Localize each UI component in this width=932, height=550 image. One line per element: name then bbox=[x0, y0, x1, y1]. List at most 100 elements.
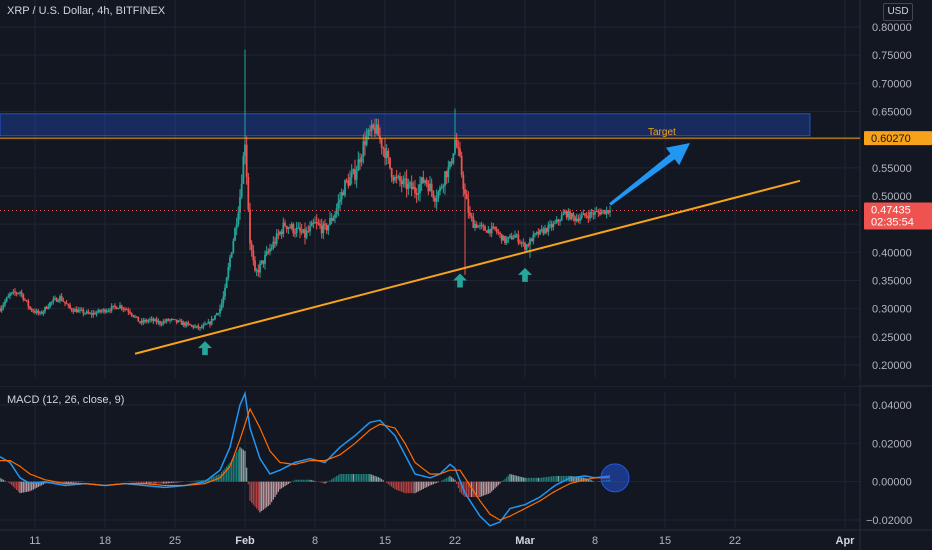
candle-body bbox=[355, 170, 358, 180]
candle-body bbox=[192, 325, 195, 328]
candle-body bbox=[77, 310, 80, 313]
macd-top-mask bbox=[0, 380, 860, 386]
candle-body bbox=[577, 218, 580, 221]
candle-body bbox=[419, 184, 421, 194]
candle-body bbox=[494, 226, 496, 229]
candle-body bbox=[54, 298, 56, 300]
candle-body bbox=[159, 321, 161, 325]
time-tick-label: 11 bbox=[29, 535, 40, 547]
support-trendline bbox=[134, 179, 801, 355]
price-tick-label: 0.40000 bbox=[872, 247, 912, 259]
candle-body bbox=[447, 167, 450, 178]
candle-body bbox=[574, 216, 576, 222]
candle-body bbox=[525, 244, 528, 250]
candle-body bbox=[594, 211, 596, 215]
candle-body bbox=[17, 293, 20, 295]
candle-body bbox=[362, 141, 365, 157]
candle-body bbox=[464, 189, 466, 195]
candle-body bbox=[15, 292, 18, 294]
candle-body bbox=[562, 213, 565, 216]
candle-body bbox=[595, 211, 598, 213]
candle-body bbox=[364, 141, 366, 145]
candle-body bbox=[305, 231, 308, 238]
candle-body bbox=[450, 161, 453, 164]
currency-button[interactable]: USD bbox=[883, 3, 913, 21]
candle-body bbox=[512, 237, 515, 240]
candle-body bbox=[44, 306, 46, 312]
candle-body bbox=[437, 191, 440, 199]
candle-body bbox=[529, 238, 531, 245]
candle-body bbox=[155, 319, 158, 323]
candle-body bbox=[514, 234, 516, 238]
candle-body bbox=[235, 224, 238, 229]
price-tick-label: 0.20000 bbox=[872, 360, 912, 372]
candle-body bbox=[434, 197, 436, 202]
target-price-tag bbox=[864, 131, 932, 146]
candle-body bbox=[115, 306, 118, 310]
candle-body bbox=[510, 235, 513, 240]
candle-body bbox=[382, 147, 385, 149]
candle-body bbox=[485, 230, 488, 233]
candle-body bbox=[439, 187, 441, 192]
candle-body bbox=[344, 180, 346, 196]
candle-body bbox=[217, 313, 220, 315]
candle-body bbox=[135, 316, 138, 318]
candle-body bbox=[415, 192, 418, 195]
candle-body bbox=[469, 212, 471, 216]
candle-body bbox=[590, 212, 593, 214]
candle-body bbox=[187, 322, 190, 324]
time-tick-label: 25 bbox=[169, 535, 181, 547]
candle-body bbox=[182, 322, 185, 325]
time-tick-label: 18 bbox=[99, 535, 111, 547]
candle-body bbox=[315, 221, 318, 223]
candle-body bbox=[10, 292, 13, 294]
candle-body bbox=[284, 222, 286, 226]
candle-body bbox=[9, 293, 11, 296]
macd-line bbox=[0, 390, 611, 527]
candle-body bbox=[20, 292, 23, 295]
candle-body bbox=[354, 169, 356, 180]
candle-body bbox=[507, 236, 510, 239]
candle-body bbox=[37, 310, 40, 314]
candle-body bbox=[124, 308, 126, 310]
candle-body bbox=[350, 172, 353, 178]
candle-body bbox=[117, 308, 120, 310]
signal-line bbox=[0, 407, 610, 521]
candle-body bbox=[332, 217, 335, 221]
candle-body bbox=[585, 215, 588, 217]
candle-body bbox=[357, 159, 360, 171]
candle-body bbox=[214, 315, 216, 320]
candle-body bbox=[445, 171, 448, 178]
candle-body bbox=[572, 213, 575, 217]
candle-body bbox=[559, 220, 561, 222]
candle-body bbox=[220, 302, 223, 309]
candle-body bbox=[140, 320, 143, 324]
candle-body bbox=[242, 156, 245, 184]
candle-body bbox=[94, 312, 96, 315]
candle-body bbox=[425, 180, 428, 184]
candle-body bbox=[339, 199, 341, 202]
candle-body bbox=[544, 228, 546, 234]
candle-body bbox=[0, 308, 1, 312]
candle-body bbox=[322, 223, 325, 234]
candle-body bbox=[342, 192, 345, 196]
candle-body bbox=[132, 315, 135, 317]
time-tick-label: 15 bbox=[659, 535, 671, 547]
candle-body bbox=[270, 247, 273, 250]
candle-body bbox=[307, 231, 310, 233]
time-tick-label: Apr bbox=[836, 535, 856, 547]
candle-body bbox=[399, 176, 401, 182]
candle-body bbox=[85, 311, 88, 314]
current-price-tag bbox=[864, 202, 932, 230]
price-tick-label: 0.30000 bbox=[872, 304, 912, 316]
candle-body bbox=[397, 176, 400, 178]
candle-body bbox=[564, 211, 566, 214]
candle-body bbox=[602, 210, 605, 212]
candle-body bbox=[522, 242, 525, 244]
candle-body bbox=[480, 225, 483, 227]
time-tick-label: 22 bbox=[729, 535, 741, 547]
candle-body bbox=[540, 229, 543, 231]
macd-title: MACD (12, 26, close, 9) bbox=[7, 394, 125, 406]
candle-body bbox=[492, 226, 495, 228]
candle-body bbox=[259, 263, 261, 273]
